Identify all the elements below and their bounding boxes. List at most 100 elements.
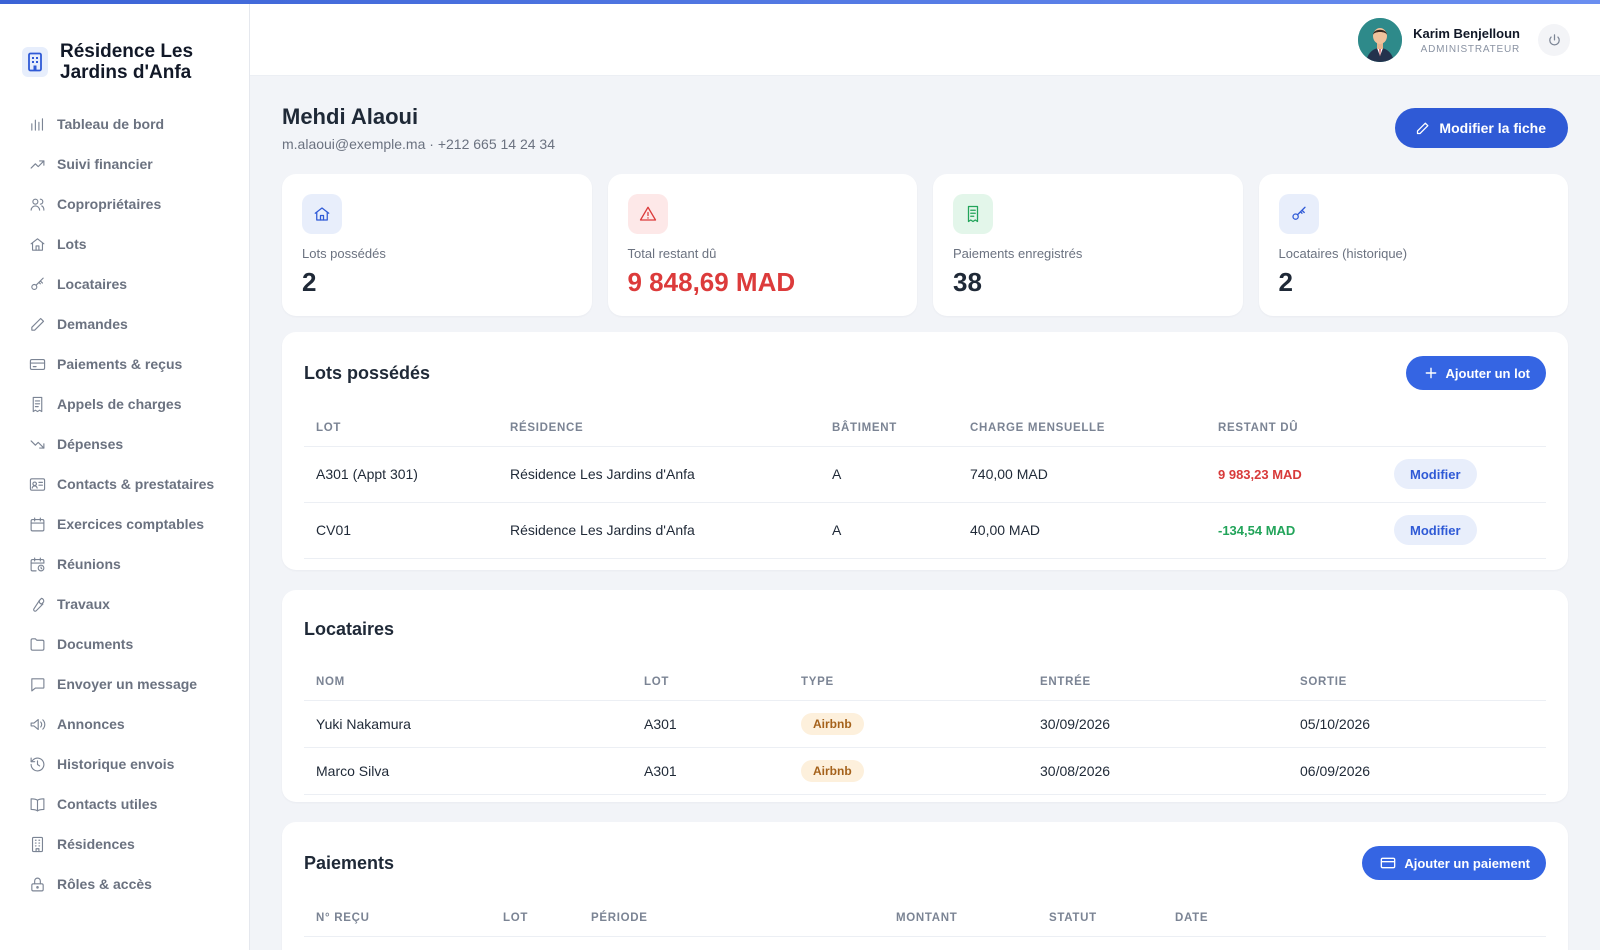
plus-icon [1425,367,1436,379]
stat-value: 2 [1278,267,1293,297]
sidebar-item-label: Envoyer un message [57,676,198,692]
column-header: BÂTIMENT [820,410,958,447]
payments-card: Paiements Ajouter un paiement N° REÇU LOT… [282,822,1568,950]
sidebar-item-label: Contacts utiles [57,796,158,812]
tenant-name-cell: Marco Silva [304,747,632,795]
payments-table: N° REÇU LOT PÉRIODE MONTANT STATUT DATE [304,900,1546,937]
tenants-table: NOM LOT TYPE ENTRÉE SORTIE Yuki Nakamura A301… [304,664,1546,795]
column-header: RÉSIDENCE [498,410,820,447]
sidebar-item-contacts-prestataires[interactable]: Contacts & prestataires [0,464,249,504]
tenant-lot-cell: A301 [632,747,789,795]
sidebar-item-roles-acces[interactable]: Rôles & accès [0,864,249,904]
sidebar-item-label: Copropriétaires [57,196,162,212]
message-icon [28,675,46,693]
sidebar-item-label: Travaux [57,596,110,612]
tenants-card: Locataires NOM LOT TYPE ENTRÉE SORTIE Yuki N… [282,590,1568,802]
stat-value: 2 [302,267,317,297]
table-row[interactable]: Yuki Nakamura A301 Airbnb 30/09/2026 05/10/2… [304,700,1546,748]
stat-label: Locataires (historique) [1278,246,1408,261]
stat-label: Lots possédés [302,246,386,261]
logout-button[interactable] [1538,24,1570,56]
brand[interactable]: Résidence Les Jardins d'Anfa [0,4,249,96]
stat-card-paiements-enregistres: Paiements enregistrés 38 [933,174,1243,316]
alert-triangle-icon [627,194,668,234]
sidebar-item-label: Dépenses [57,436,124,452]
pencil-icon [1417,122,1429,134]
edit-lot-button[interactable]: Modifier [1394,515,1477,545]
power-icon [1548,33,1560,45]
sidebar-item-envoyer-un-message[interactable]: Envoyer un message [0,664,249,704]
users-icon [28,195,46,213]
edit-lot-button[interactable]: Modifier [1394,459,1477,489]
entry-date-cell: 30/09/2026 [1028,700,1288,748]
sidebar-item-label: Réunions [57,556,121,572]
add-payment-button[interactable]: Ajouter un paiement [1362,846,1546,880]
home-icon [28,235,46,253]
sidebar-item-demandes[interactable]: Demandes [0,304,249,344]
sidebar-item-label: Documents [57,636,134,652]
sidebar-item-coproprietaires[interactable]: Copropriétaires [0,184,249,224]
sidebar-item-paiements-recus[interactable]: Paiements & reçus [0,344,249,384]
exit-date-cell: 06/09/2026 [1288,747,1546,795]
sidebar-item-exercices-comptables[interactable]: Exercices comptables [0,504,249,544]
lots-title: Lots possédés [304,362,431,383]
edit-profile-label: Modifier la fiche [1439,120,1546,136]
sidebar-item-label: Suivi financier [57,156,153,172]
user-menu[interactable]: Karim Benjelloun ADMINISTRATEUR [1358,18,1570,62]
stats-row: Lots possédés 2 Total restant dû 9 848,69 M… [282,174,1568,316]
building-cell: A [820,446,958,503]
sidebar-item-historique-envois[interactable]: Historique envois [0,744,249,784]
sidebar-item-travaux[interactable]: Travaux [0,584,249,624]
credit-card-icon [1380,857,1396,869]
sidebar-item-annonces[interactable]: Annonces [0,704,249,744]
add-payment-label: Ajouter un paiement [1404,855,1530,871]
sidebar-item-documents[interactable]: Documents [0,624,249,664]
residence-cell: Résidence Les Jardins d'Anfa [498,446,820,503]
sidebar-item-label: Exercices comptables [57,516,205,532]
column-header: CHARGE MENSUELLE [958,410,1206,447]
column-header: RESTANT DÛ [1206,410,1382,447]
residence-cell: Résidence Les Jardins d'Anfa [498,502,820,559]
tenants-title: Locataires [304,618,395,639]
lot-cell: A301 (Appt 301) [304,446,498,503]
calendar-icon [28,515,46,533]
tenant-name-cell: Yuki Nakamura [304,700,632,748]
building-icon [22,47,48,77]
sidebar-item-suivi-financier[interactable]: Suivi financier [0,144,249,184]
avatar[interactable] [1358,18,1403,62]
sidebar-item-reunions[interactable]: Réunions [0,544,249,584]
trending-down-icon [28,435,46,453]
home-icon [302,194,342,234]
column-header: STATUT [1037,900,1163,937]
header: Karim Benjelloun ADMINISTRATEUR [250,4,1600,76]
sidebar-item-lots[interactable]: Lots [0,224,249,264]
column-header: TYPE [789,664,1028,701]
sidebar-item-residences[interactable]: Résidences [0,824,249,864]
user-name: Karim Benjelloun [1413,25,1520,41]
credit-card-icon [28,355,46,373]
edit-profile-button[interactable]: Modifier la fiche [1395,108,1568,148]
column-header: LOT [632,664,789,701]
add-lot-button[interactable]: Ajouter un lot [1405,356,1546,390]
table-row[interactable]: Marco Silva A301 Airbnb 30/08/2026 06/09/202… [304,747,1546,795]
stat-value: 38 [953,267,982,297]
type-badge: Airbnb [801,712,864,735]
column-header: N° REÇU [304,900,491,937]
sidebar-item-depenses[interactable]: Dépenses [0,424,249,464]
column-header: LOT [304,410,498,447]
key-icon [1278,194,1319,234]
stat-value: 9 848,69 MAD [627,267,796,297]
sidebar-item-tableau-de-bord[interactable]: Tableau de bord [0,104,249,144]
type-badge: Airbnb [801,759,864,782]
remaining-due-cell: -134,54 MAD [1218,523,1296,538]
bar-chart-icon [28,115,46,133]
page-subtitle: m.alaoui@exemple.ma · +212 665 14 24 34 [282,136,555,152]
entry-date-cell: 30/08/2026 [1028,747,1288,795]
book-icon [28,795,46,813]
sidebar-item-appels-de-charges[interactable]: Appels de charges [0,384,249,424]
sidebar-item-contacts-utiles[interactable]: Contacts utiles [0,784,249,824]
page-title: Mehdi Alaoui [282,104,419,129]
megaphone-icon [28,715,46,733]
sidebar-item-locataires[interactable]: Locataires [0,264,249,304]
monthly-charge-cell: 740,00 MAD [958,446,1206,503]
